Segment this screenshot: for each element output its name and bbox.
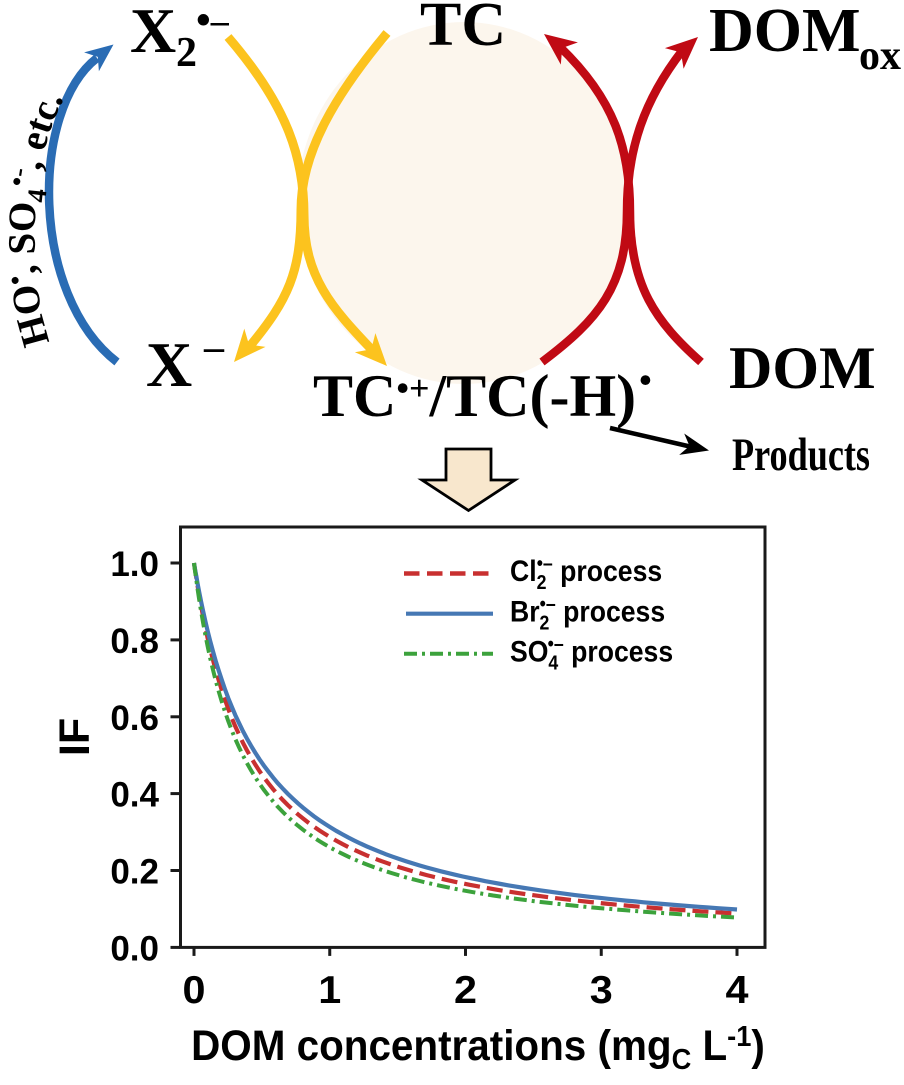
- svg-text:IF: IF: [51, 718, 99, 756]
- svg-text:0.8: 0.8: [110, 622, 159, 661]
- svg-text:3: 3: [590, 969, 613, 1012]
- svg-text:Cl2•– process: Cl2•– process: [510, 553, 662, 594]
- svg-text:0: 0: [183, 969, 206, 1012]
- svg-text:Products: Products: [732, 429, 870, 481]
- svg-text:0.4: 0.4: [110, 776, 159, 815]
- svg-text:Br2•– process: Br2•– process: [510, 593, 665, 634]
- svg-text:DOM: DOM: [729, 335, 876, 401]
- svg-text:HO•, SO4•-, etc.: HO•, SO4•-, etc.: [0, 83, 72, 351]
- svg-text:ox: ox: [859, 33, 901, 79]
- svg-text:0.0: 0.0: [110, 930, 159, 969]
- svg-text:DOM: DOM: [709, 0, 861, 65]
- svg-text:•–: •–: [196, 0, 230, 44]
- svg-text:0.2: 0.2: [110, 853, 159, 892]
- svg-text:X: X: [130, 0, 176, 66]
- svg-text:1.0: 1.0: [110, 545, 159, 584]
- svg-text:SO4•– process: SO4•– process: [510, 634, 673, 675]
- svg-text:TC•+/TC(-H)•: TC•+/TC(-H)•: [313, 360, 652, 429]
- svg-text:DOM concentrations (mgC L-1): DOM concentrations (mgC L-1): [191, 1020, 765, 1075]
- svg-text:X: X: [146, 329, 192, 400]
- svg-text:4: 4: [726, 969, 749, 1012]
- svg-text:TC: TC: [420, 0, 506, 59]
- svg-text:–: –: [203, 324, 225, 369]
- svg-text:0.6: 0.6: [110, 699, 159, 738]
- svg-text:2: 2: [454, 969, 477, 1012]
- svg-text:2: 2: [176, 30, 197, 76]
- svg-text:1: 1: [318, 969, 341, 1012]
